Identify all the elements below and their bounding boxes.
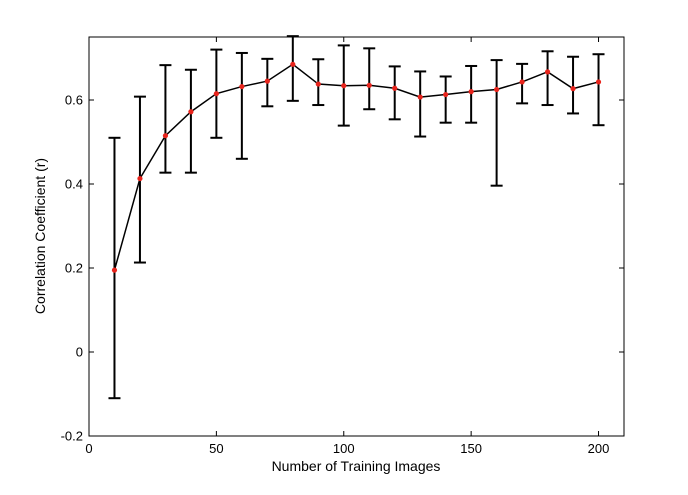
plot-area (88, 36, 625, 437)
error-bar (414, 70, 427, 138)
error-bar (490, 59, 503, 187)
x-tick-label: 50 (209, 441, 223, 456)
data-point (417, 94, 423, 100)
x-axis-ticks: 0 50 100 150 200 (85, 37, 609, 456)
data-point (570, 86, 576, 92)
error-bar (592, 53, 605, 127)
y-tick-label: -0.2 (61, 429, 83, 444)
data-point (595, 79, 602, 85)
data-point (366, 82, 372, 88)
error-bar (465, 64, 478, 124)
error-bar (388, 65, 401, 121)
error-bar (235, 51, 248, 160)
data-point (468, 89, 474, 95)
data-point (519, 79, 525, 85)
data-point (392, 85, 398, 91)
x-tick-label: 0 (85, 441, 92, 456)
error-bar (567, 55, 580, 115)
error-bar (439, 75, 452, 124)
y-axis-label: Correlation Coefficient (r) (32, 158, 48, 314)
x-axis-label: Number of Training Images (272, 458, 441, 474)
error-bar (541, 50, 554, 107)
error-bar (159, 64, 172, 174)
x-tick-label: 150 (460, 441, 482, 456)
data-points (111, 61, 602, 273)
y-axis-ticks: -0.2 0 0.2 0.4 0.6 (61, 93, 624, 444)
series-line (113, 63, 599, 271)
x-tick-label: 100 (333, 441, 355, 456)
data-point (443, 91, 449, 98)
y-tick-label: 0.2 (65, 261, 83, 276)
y-tick-label: 0.6 (65, 93, 83, 108)
x-tick-label: 200 (588, 441, 610, 456)
data-point (315, 81, 321, 87)
data-point (544, 69, 551, 75)
error-bar (184, 68, 197, 174)
error-bar (363, 47, 376, 111)
data-point (188, 109, 194, 115)
data-point (162, 133, 169, 139)
data-point (137, 175, 143, 182)
data-point (494, 86, 500, 93)
data-point (239, 83, 245, 90)
data-point (213, 91, 219, 97)
series-line-group (113, 63, 599, 271)
data-point (290, 61, 296, 67)
y-tick-label: 0 (76, 345, 83, 360)
data-point (264, 78, 270, 84)
y-tick-label: 0.4 (65, 177, 83, 192)
error-bars (108, 35, 605, 400)
error-bar (286, 35, 299, 102)
data-point (111, 267, 118, 273)
data-point (341, 83, 347, 89)
